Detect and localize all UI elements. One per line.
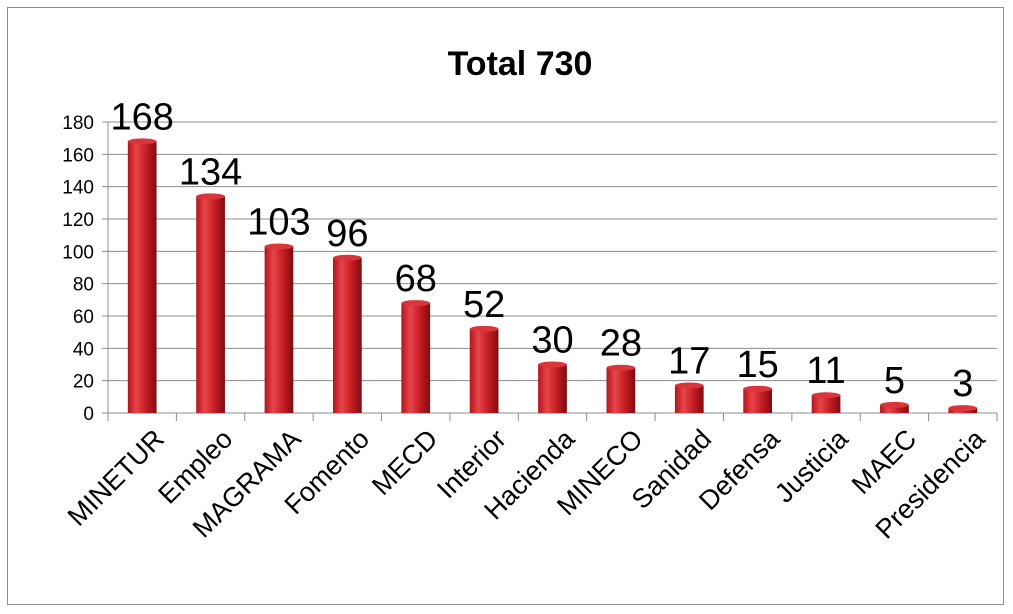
y-tick-label: 0 (83, 404, 94, 425)
y-tick-label: 40 (73, 339, 94, 360)
bar-cap (127, 138, 157, 145)
bar-cap (332, 254, 362, 261)
bar-cap (606, 364, 636, 371)
bar (332, 257, 362, 413)
data-label: 68 (395, 258, 437, 300)
bar-cap (196, 193, 225, 200)
bar (196, 196, 225, 413)
data-label: 28 (600, 323, 642, 365)
category-labels: MINETUREmpleoMAGRAMAFomentoMECDInteriorH… (62, 423, 991, 545)
chart-title: Total 730 (448, 45, 593, 83)
bar-cap (811, 392, 841, 399)
data-label: 11 (806, 350, 845, 392)
chart-frame (7, 7, 1004, 605)
bar (880, 404, 909, 413)
y-tick-label: 120 (62, 210, 94, 231)
category-label: Justicia (769, 423, 855, 509)
data-label: 30 (531, 320, 573, 362)
bar (743, 388, 773, 413)
y-tick-label: 140 (62, 178, 94, 199)
data-label: 5 (884, 360, 905, 402)
data-label: 52 (463, 284, 505, 326)
category-label: MECD (366, 424, 443, 501)
y-tick-label: 180 (62, 113, 94, 134)
bars (127, 138, 978, 413)
bar (401, 303, 431, 413)
bar (264, 246, 294, 413)
gridlines (108, 121, 997, 382)
y-tick-label: 60 (73, 307, 94, 328)
y-tick-label: 20 (73, 372, 94, 393)
bar (538, 364, 567, 413)
bar-cap (743, 385, 773, 392)
data-label: 168 (110, 96, 173, 138)
bar-cap (538, 361, 567, 368)
bar-cap (469, 325, 499, 332)
y-tick-label: 160 (62, 145, 94, 166)
data-label: 96 (326, 213, 368, 255)
bar-cap (401, 300, 431, 307)
bar-cap (880, 401, 909, 408)
bar (811, 395, 841, 413)
data-label: 134 (179, 151, 242, 193)
category-label: MINETUR (62, 424, 170, 532)
data-label: 103 (247, 201, 310, 243)
bar-cap (264, 243, 294, 250)
data-label: 15 (737, 344, 779, 386)
bar-cap (948, 405, 978, 412)
bar-cap (674, 382, 704, 389)
bar (674, 385, 704, 413)
bar (606, 367, 636, 413)
data-label: 3 (952, 363, 973, 405)
y-tick-label: 100 (62, 242, 94, 263)
data-label: 17 (668, 341, 710, 383)
y-tick-label: 80 (73, 275, 94, 296)
bar (469, 328, 499, 413)
bar (127, 141, 157, 413)
